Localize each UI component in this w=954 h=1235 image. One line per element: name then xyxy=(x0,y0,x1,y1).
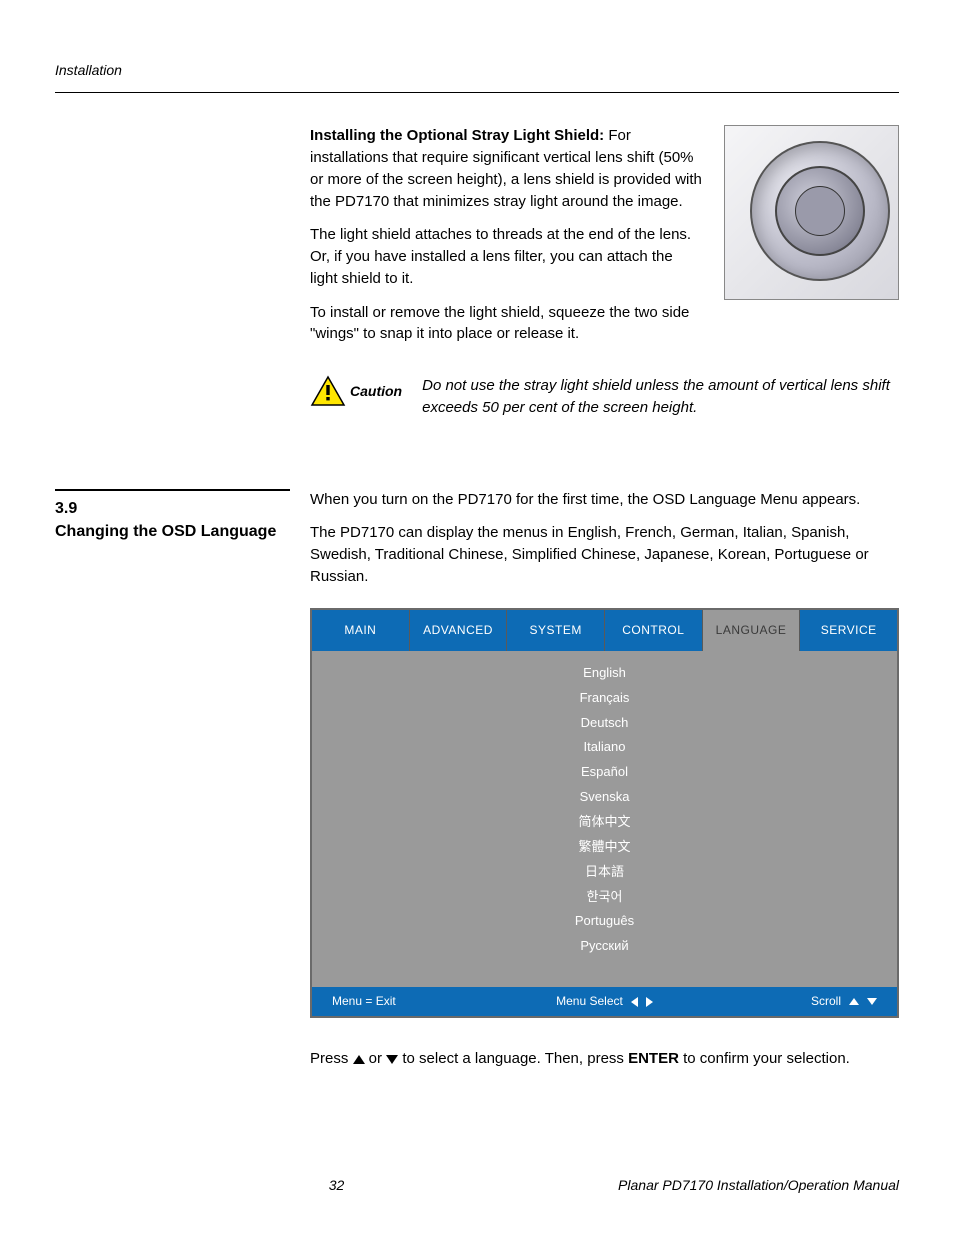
section-title: Changing the OSD Language xyxy=(55,520,290,543)
osd-footer-scroll: Scroll xyxy=(811,993,841,1010)
caution-label: Caution xyxy=(350,381,402,401)
enter-key-label: ENTER xyxy=(628,1050,679,1067)
osd-footer-exit: Menu = Exit xyxy=(332,993,502,1010)
lens-shield-illustration xyxy=(724,125,899,300)
osd-tab[interactable]: CONTROL xyxy=(605,610,703,651)
osd-footer-select: Menu Select xyxy=(556,993,623,1010)
osd-language-item[interactable]: Deutsch xyxy=(312,711,897,736)
osd-language-item[interactable]: Русский xyxy=(312,934,897,959)
section-osd-language: 3.9 Changing the OSD Language When you t… xyxy=(55,489,899,1083)
page-footer: 32 Planar PD7170 Installation/Operation … xyxy=(55,1175,899,1195)
arrow-left-icon xyxy=(631,997,638,1007)
section-number: 3.9 xyxy=(55,497,290,520)
header-section-label: Installation xyxy=(55,60,899,80)
down-arrow-icon xyxy=(386,1055,398,1064)
osd-language-item[interactable]: Svenska xyxy=(312,785,897,810)
osd-language-item[interactable]: 简体中文 xyxy=(312,810,897,835)
osd-body: EnglishFrançaisDeutschItalianoEspañolSve… xyxy=(312,651,897,987)
doc-title: Planar PD7170 Installation/Operation Man… xyxy=(618,1175,899,1195)
shield-heading: Installing the Optional Stray Light Shie… xyxy=(310,127,604,144)
osd-tab[interactable]: SERVICE xyxy=(800,610,897,651)
arrow-up-icon xyxy=(849,998,859,1005)
osd-language-item[interactable]: Español xyxy=(312,760,897,785)
osd-language-item[interactable]: 한국어 xyxy=(312,885,897,910)
osd-menu: MAINADVANCEDSYSTEMCONTROLLANGUAGESERVICE… xyxy=(310,608,899,1019)
up-arrow-icon xyxy=(353,1055,365,1064)
shield-block: Installing the Optional Stray Light Shie… xyxy=(55,125,899,418)
osd-tab[interactable]: MAIN xyxy=(312,610,410,651)
osd-tab[interactable]: LANGUAGE xyxy=(703,610,801,651)
caution-block: Caution Do not use the stray light shiel… xyxy=(310,375,899,419)
shield-text: Installing the Optional Stray Light Shie… xyxy=(310,125,704,357)
osd-footer: Menu = Exit Menu Select Scroll xyxy=(312,987,897,1016)
arrow-right-icon xyxy=(646,997,653,1007)
instruction-line: Press or to select a language. Then, pre… xyxy=(310,1048,899,1070)
section-divider xyxy=(55,489,290,491)
osd-language-item[interactable]: 日本語 xyxy=(312,860,897,885)
caution-body: Do not use the stray light shield unless… xyxy=(422,375,899,419)
warning-triangle-icon xyxy=(310,375,346,407)
shield-p3: To install or remove the light shield, s… xyxy=(310,302,704,346)
osd-tab[interactable]: SYSTEM xyxy=(507,610,605,651)
osd-language-item[interactable]: Français xyxy=(312,686,897,711)
osd-language-item[interactable]: Português xyxy=(312,909,897,934)
shield-p2: The light shield attaches to threads at … xyxy=(310,224,704,289)
page-number: 32 xyxy=(55,1175,618,1195)
osd-tab[interactable]: ADVANCED xyxy=(410,610,508,651)
osd-language-item[interactable]: English xyxy=(312,661,897,686)
header-rule xyxy=(55,92,899,93)
osd-tabs: MAINADVANCEDSYSTEMCONTROLLANGUAGESERVICE xyxy=(312,610,897,651)
osd-language-item[interactable]: 繁體中文 xyxy=(312,835,897,860)
section-p2: The PD7170 can display the menus in Engl… xyxy=(310,522,899,587)
osd-language-item[interactable]: Italiano xyxy=(312,735,897,760)
section-p1: When you turn on the PD7170 for the firs… xyxy=(310,489,899,511)
arrow-down-icon xyxy=(867,998,877,1005)
